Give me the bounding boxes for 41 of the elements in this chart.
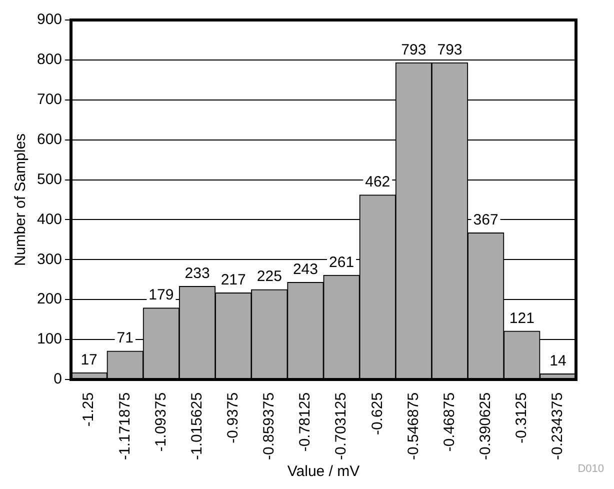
y-tick-label: 100 [36, 330, 62, 348]
y-tick-label: 700 [36, 91, 62, 108]
x-tick-label: -0.546875 [404, 392, 422, 460]
y-axis-title: Number of Samples [12, 133, 30, 266]
data-label: 14 [550, 352, 566, 370]
y-tick-label: 0 [54, 370, 62, 388]
x-tick-label: -1.09375 [152, 392, 170, 452]
data-label: 217 [220, 271, 246, 288]
x-tick-label: -0.3125 [513, 392, 530, 444]
x-tick-label: -0.625 [368, 392, 386, 435]
data-label: 793 [437, 41, 462, 58]
y-tick-label: 500 [36, 170, 62, 188]
y-tick-label: 400 [36, 210, 62, 228]
x-tick-label: -0.703125 [332, 392, 350, 460]
y-tick-label: 800 [36, 51, 62, 68]
data-label: 243 [292, 261, 318, 278]
data-label: 121 [509, 310, 534, 327]
x-axis-title: Value / mV [287, 463, 360, 480]
y-tick-label: 900 [36, 11, 62, 28]
y-tick-label: 200 [36, 290, 62, 308]
x-tick-label: -1.25 [80, 392, 98, 427]
data-label: 233 [184, 265, 210, 282]
text: D010 [578, 462, 604, 475]
data-label: 261 [329, 254, 354, 271]
x-tick-label: -1.171875 [116, 392, 134, 460]
x-tick-label: -0.859375 [260, 392, 278, 460]
y-tick-label: 300 [36, 250, 62, 268]
data-label: 225 [256, 268, 282, 286]
x-tick-label: -0.78125 [296, 392, 314, 452]
data-label: 71 [116, 330, 134, 347]
x-tick-label: -0.390625 [476, 392, 494, 460]
x-tick-label: -0.46875 [440, 392, 458, 452]
data-label: 17 [80, 351, 98, 368]
data-label: 462 [365, 174, 390, 191]
x-tick-label: -1.015625 [188, 392, 206, 460]
data-label: 179 [148, 286, 174, 304]
data-label: 367 [473, 212, 498, 229]
data-label: 793 [401, 41, 426, 58]
x-tick-label: -0.234375 [549, 392, 566, 460]
y-tick-label: 600 [36, 130, 62, 148]
x-tick-label: -0.9375 [224, 392, 242, 444]
